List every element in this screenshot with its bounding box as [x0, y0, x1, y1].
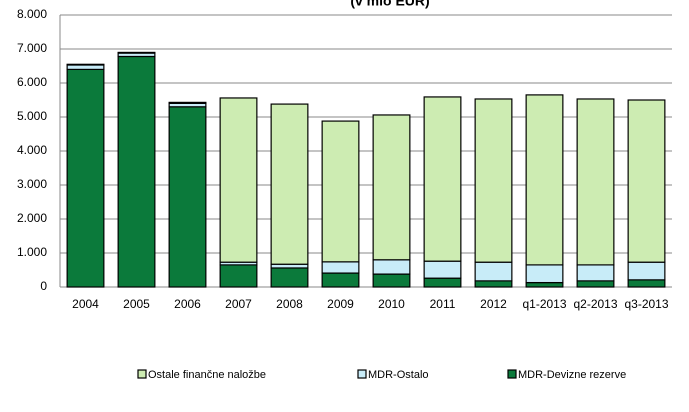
bar-segment — [168, 106, 207, 288]
x-tick-label: 2007 — [225, 297, 252, 311]
bar-segment — [474, 280, 513, 288]
x-tick-label: 2009 — [327, 297, 354, 311]
x-tick-label: q1-2013 — [522, 297, 566, 311]
bar-segment — [168, 101, 207, 104]
legend-swatch — [137, 369, 147, 379]
bar-segment — [219, 264, 258, 288]
bar-segment — [627, 279, 666, 288]
legend-label: Ostale finančne naložbe — [148, 369, 266, 381]
x-tick-label: 2010 — [378, 297, 405, 311]
x-tick-label: 2012 — [480, 297, 507, 311]
bar-segment — [576, 98, 615, 266]
bar-segment — [423, 96, 462, 262]
y-tick-label: 8.000 — [17, 7, 47, 21]
bar-segment — [321, 272, 360, 288]
bar-segment — [525, 94, 564, 266]
bar-segment — [474, 98, 513, 263]
x-tick-label: 2004 — [72, 297, 99, 311]
y-tick-label: 5.000 — [17, 109, 47, 123]
y-tick-label: 3.000 — [17, 177, 47, 191]
bar-segment — [423, 260, 462, 279]
x-tick-label: 2008 — [276, 297, 303, 311]
bar-segment — [66, 68, 105, 288]
bar-segment — [321, 120, 360, 263]
bar-segment — [627, 261, 666, 281]
bar-segment — [627, 99, 666, 263]
y-tick-label: 4.000 — [17, 143, 47, 157]
y-tick-label: 0 — [40, 279, 47, 293]
chart-title: (v mio EUR) — [350, 0, 429, 9]
bar-segment — [219, 97, 258, 263]
bar-segment — [423, 277, 462, 288]
y-tick-label: 1.000 — [17, 245, 47, 259]
bar-segment — [576, 280, 615, 288]
legend-label: MDR-Ostalo — [368, 369, 429, 381]
x-tick-label: 2006 — [174, 297, 201, 311]
bar-segment — [321, 261, 360, 274]
bar-segment — [66, 63, 105, 66]
bar-segment — [372, 259, 411, 275]
legend-swatch — [357, 369, 367, 379]
y-tick-label: 6.000 — [17, 75, 47, 89]
bar-segment — [372, 273, 411, 288]
bar-segment — [525, 281, 564, 288]
bar-segment — [66, 64, 105, 71]
x-tick-label: q2-2013 — [573, 297, 617, 311]
legend-swatch — [507, 369, 517, 379]
bar-segment — [117, 55, 156, 288]
bar-segment — [270, 103, 309, 265]
x-tick-label: q3-2013 — [624, 297, 668, 311]
bar-segment — [474, 261, 513, 282]
bar-segment — [576, 264, 615, 282]
x-tick-label: 2005 — [123, 297, 150, 311]
legend-label: MDR-Devizne rezerve — [518, 369, 626, 381]
bar-segment — [372, 114, 411, 261]
y-tick-label: 7.000 — [17, 41, 47, 55]
x-tick-label: 2011 — [430, 297, 456, 311]
y-tick-label: 2.000 — [17, 211, 47, 225]
bar-segment — [117, 51, 156, 54]
bar-segment — [525, 264, 564, 284]
bar-segment — [270, 267, 309, 288]
